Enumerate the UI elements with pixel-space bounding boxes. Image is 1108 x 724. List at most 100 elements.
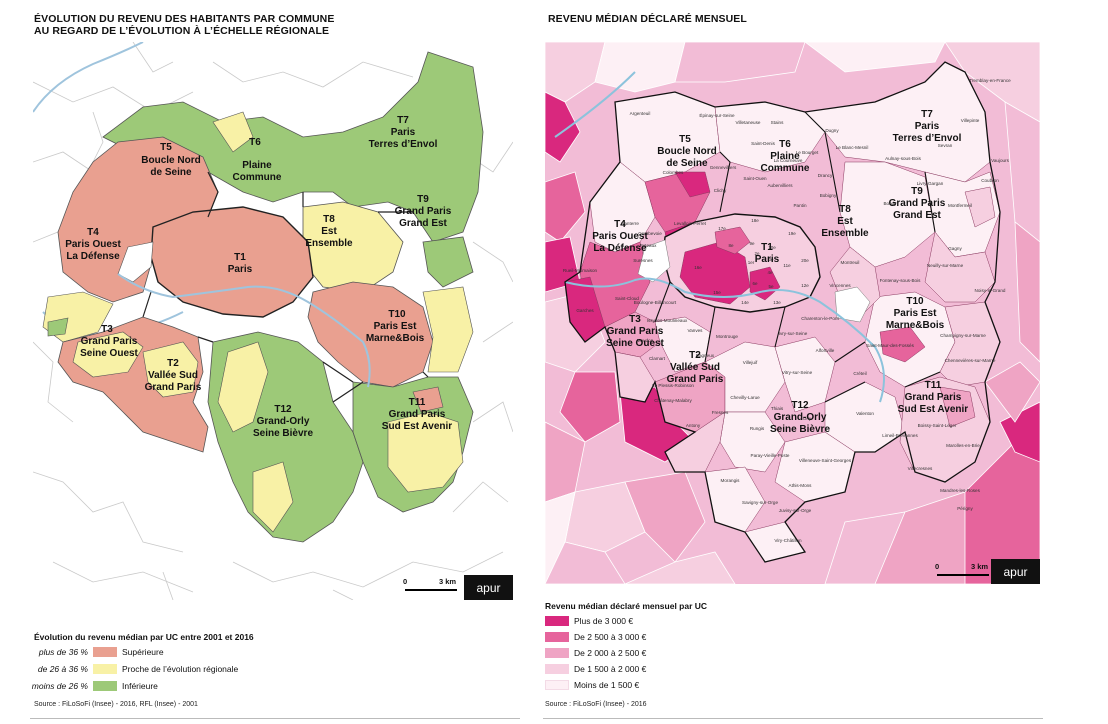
label-t3-name2: Seine Ouest	[80, 348, 138, 359]
commune-charenton: Charenton-le-Pont	[801, 316, 839, 321]
rlabel-t11-code: T11	[925, 380, 942, 391]
label-t1-code: T1	[234, 252, 246, 263]
commune-juvisy: Juvisy-sur-Orge	[779, 508, 812, 513]
commune-valenton: Valenton	[856, 411, 874, 416]
right-legend-row-5: Moins de 1 500 €	[545, 679, 639, 691]
salmon-west-area	[57, 136, 219, 303]
commune-garches: Garches	[576, 308, 594, 313]
commune-perigny: Périgny	[957, 506, 973, 511]
left-legend-row-1: plus de 36 % Supérieure	[22, 646, 164, 658]
commune-argenteuil: Argenteuil	[630, 111, 651, 116]
right-bottom-rule	[543, 718, 1043, 719]
green-east-area	[422, 236, 474, 288]
rlabel-t3-name2: Seine Ouest	[606, 338, 664, 349]
left-legend-title: Évolution du revenu médian par UC entre …	[34, 632, 254, 642]
rlabel-t7-code: T7	[921, 109, 933, 120]
commune-villetaneuse: Villetaneuse	[736, 120, 761, 125]
paris-t1-area	[150, 206, 314, 318]
commune-ivry: Ivry-sur-Seine	[779, 331, 808, 336]
left-scale-start: 0	[403, 577, 408, 586]
right-source: Source : FiLoSoFi (Insee) - 2016	[545, 701, 647, 708]
right-legend-swatch	[545, 664, 569, 674]
commune-thiais: Thiais	[771, 406, 784, 411]
label-t3-name1: Grand Paris	[81, 336, 138, 347]
right-territory-labels: T7 Paris Terres d’Envol T5 Boucle Nord d…	[592, 109, 968, 435]
commune-clichy: Clichy	[714, 188, 727, 193]
commune-le-blanc-mesnil: Le Blanc-Mesnil	[836, 145, 869, 150]
left-territory-labels: T5 Boucle Nord de Seine T6 Plaine Commun…	[65, 115, 452, 439]
rlabel-t11-name2: Sud Est Avenir	[898, 404, 968, 415]
yellow-t3-core	[72, 331, 144, 378]
left-legend-row-2: de 26 à 36 % Proche de l’évolution régio…	[22, 663, 238, 675]
arr-15e: 15e	[713, 290, 721, 295]
yellow-t10-east	[422, 286, 474, 373]
left-source: Source : FiLoSoFi (Insee) - 2016, RFL (I…	[34, 701, 198, 708]
right-territory-boundaries	[654, 111, 941, 403]
left-legend-swatch	[93, 647, 117, 657]
commune-paray: Paray-Vieille-Poste	[751, 453, 790, 458]
commune-viry: Viry-Châtillon	[774, 538, 802, 543]
rlabel-t5-name2: de Seine	[666, 158, 708, 169]
left-map-canvas: T5 Boucle Nord de Seine T6 Plaine Commun…	[33, 42, 513, 600]
label-t6-name1: Plaine	[242, 160, 272, 171]
commune-bobigny: Bobigny	[820, 193, 837, 198]
rlabel-t11-name1: Grand Paris	[905, 392, 962, 403]
rlabel-t7-name1: Paris	[915, 121, 940, 132]
right-legend-title: Revenu médian déclaré mensuel par UC	[545, 601, 708, 611]
right-legend-row-3: De 2 000 à 2 500 €	[545, 647, 646, 659]
rlabel-t7-name2: Terres d’Envol	[893, 133, 962, 144]
rlabel-t4-name1: Paris Ouest	[592, 231, 648, 242]
rlabel-t8-name1: Est	[837, 216, 853, 227]
arr-5e: 5e	[768, 284, 774, 289]
commune-bagneux: Bagneux	[696, 353, 715, 358]
commune-coubron: Coubron	[981, 178, 999, 183]
metropole-outline	[564, 61, 1001, 563]
river-north-right	[554, 71, 636, 138]
commune-montfermeil: Montfermeil	[948, 203, 972, 208]
salmon-t11-patch	[412, 386, 444, 413]
label-t10-code: T10	[388, 309, 406, 320]
commune-savigny: Savigny-sur-Orge	[742, 500, 778, 505]
commune-creteil: Créteil	[853, 371, 866, 376]
label-t10-name2: Marne&Bois	[366, 333, 425, 344]
commune-le-plessis: Le Plessis-Robinson	[652, 383, 694, 388]
commune-antony: Antony	[686, 423, 701, 428]
label-t12-name1: Grand-Orly	[257, 416, 310, 427]
arr-18e: 18e	[751, 218, 759, 223]
label-t12-name2: Seine Bièvre	[253, 428, 313, 439]
commune-villepinte: Villepinte	[961, 118, 980, 123]
right-map-canvas: Tremblay-en-France Villepinte Argenteuil…	[545, 42, 1040, 584]
left-title-line2: AU REGARD DE L’ÉVOLUTION À L’ÉCHELLE RÉG…	[34, 25, 330, 37]
commune-stains: Stains	[771, 120, 784, 125]
rlabel-t4-code: T4	[614, 219, 626, 230]
left-scale-end: 3 km	[439, 577, 457, 586]
label-t5-name2: de Seine	[150, 167, 192, 178]
commune-champigny: Champigny-sur-Marne	[940, 333, 986, 338]
rlabel-t2-name1: Vallée Sud	[670, 362, 720, 373]
rlabel-t5-code: T5	[679, 134, 691, 145]
rlabel-t10-name1: Paris Est	[894, 308, 937, 319]
yellow-t11-core	[387, 411, 464, 493]
label-t6-code: T6	[249, 137, 261, 148]
commune-alfortville: Alfortville	[816, 348, 835, 353]
arr-12e: 12e	[801, 283, 809, 288]
rlabel-t2-name2: Grand Paris	[667, 374, 724, 385]
commune-epinay: Épinay-sur-Seine	[699, 112, 735, 118]
label-t4-name2: La Défense	[66, 251, 120, 262]
commune-fontenay: Fontenay-sous-Bois	[880, 278, 922, 283]
label-t11-name2: Sud Est Avenir	[382, 421, 452, 432]
commune-montreuil: Montreuil	[841, 260, 860, 265]
arr-1er: 1er	[748, 260, 755, 265]
left-title-line1: ÉVOLUTION DU REVENU DES HABITANTS PAR CO…	[34, 13, 335, 25]
river-seine-right	[564, 277, 885, 403]
right-legend-label: Plus de 3 000 €	[574, 616, 634, 626]
label-t12-code: T12	[274, 404, 292, 415]
left-legend-prefix: moins de 26 %	[31, 681, 88, 691]
rlabel-t6-name1: Plaine	[770, 151, 800, 162]
yellow-t12-strip	[217, 341, 269, 433]
commune-villecresnes: Villecresnes	[908, 466, 933, 471]
right-legend-label: De 1 500 à 2 000 €	[574, 664, 647, 674]
label-t2-code: T2	[167, 358, 179, 369]
commune-issy: Issy-les-Moulineaux	[647, 318, 688, 323]
arr-10e: 10e	[768, 245, 776, 250]
